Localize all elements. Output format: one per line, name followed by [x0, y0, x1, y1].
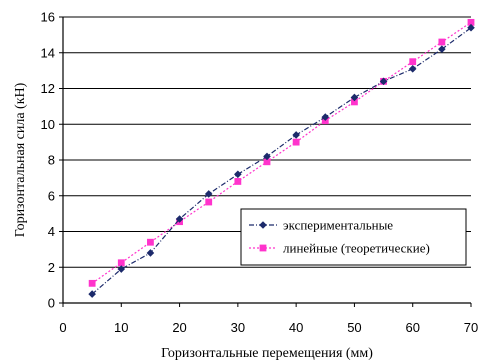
y-tick-label: 2	[48, 260, 55, 275]
data-point-square	[292, 138, 300, 146]
y-tick-label: 8	[48, 153, 55, 168]
y-tick-label: 6	[48, 188, 55, 203]
data-series	[88, 18, 475, 298]
grid-lines	[63, 16, 471, 268]
tick-labels: 0 2 4 6 8 10 12 14 16 0 10 20 30 40 50 60 70	[41, 10, 479, 336]
data-point-square	[263, 158, 271, 166]
data-point-diamond	[263, 152, 271, 161]
y-axis-title: Горизонтальная сила (кН)	[13, 82, 28, 237]
data-point-square	[259, 244, 267, 252]
data-point-diamond	[88, 290, 96, 298]
data-point-square	[117, 259, 125, 267]
data-point-square	[88, 279, 96, 287]
legend: экспериментальные линейные (теоретические…	[240, 208, 467, 266]
data-point-diamond	[292, 131, 300, 139]
data-point-diamond	[350, 93, 359, 102]
data-point-square	[205, 198, 213, 206]
x-tick-label: 50	[347, 320, 361, 335]
data-point-square	[467, 18, 475, 26]
x-tick-label: 10	[114, 320, 128, 335]
y-tick-label: 0	[48, 296, 55, 311]
data-point-diamond	[408, 65, 417, 73]
legend-box	[240, 208, 467, 266]
x-tick-label: 30	[231, 320, 245, 335]
y-tick-label: 16	[41, 10, 55, 25]
axes	[59, 16, 472, 307]
data-point-square	[147, 238, 154, 246]
x-tick-label: 70	[464, 320, 478, 335]
data-point-square	[438, 38, 446, 46]
series-line	[91, 21, 472, 284]
data-point-diamond	[204, 190, 213, 198]
legend-label: экспериментальные	[283, 218, 393, 233]
data-point-diamond	[438, 45, 446, 53]
y-tick-label: 4	[48, 224, 55, 239]
data-point-diamond	[321, 113, 330, 121]
data-point-diamond	[379, 77, 388, 86]
data-point-diamond	[175, 215, 184, 223]
y-tick-label: 12	[41, 81, 55, 96]
data-point-diamond	[234, 170, 242, 179]
data-point-diamond	[146, 249, 155, 257]
x-tick-label: 40	[289, 320, 303, 335]
legend-label: линейные (теоретические)	[283, 241, 430, 256]
x-tick-label: 60	[405, 320, 419, 335]
data-point-square	[409, 58, 417, 66]
data-point-square	[351, 98, 358, 106]
legend-entries: экспериментальные линейные (теоретические…	[249, 218, 430, 256]
x-tick-label: 20	[172, 320, 186, 335]
series-experimental	[88, 23, 475, 298]
x-axis-title: Горизонтальные перемещения (мм)	[161, 346, 373, 361]
x-tick-label: 0	[59, 320, 66, 335]
data-point-diamond	[259, 221, 267, 229]
data-point-diamond	[117, 265, 126, 273]
data-point-diamond	[467, 23, 475, 32]
series-line	[91, 27, 472, 295]
y-tick-label: 10	[41, 117, 55, 132]
data-point-square	[234, 178, 242, 185]
y-tick-label: 14	[41, 45, 55, 60]
